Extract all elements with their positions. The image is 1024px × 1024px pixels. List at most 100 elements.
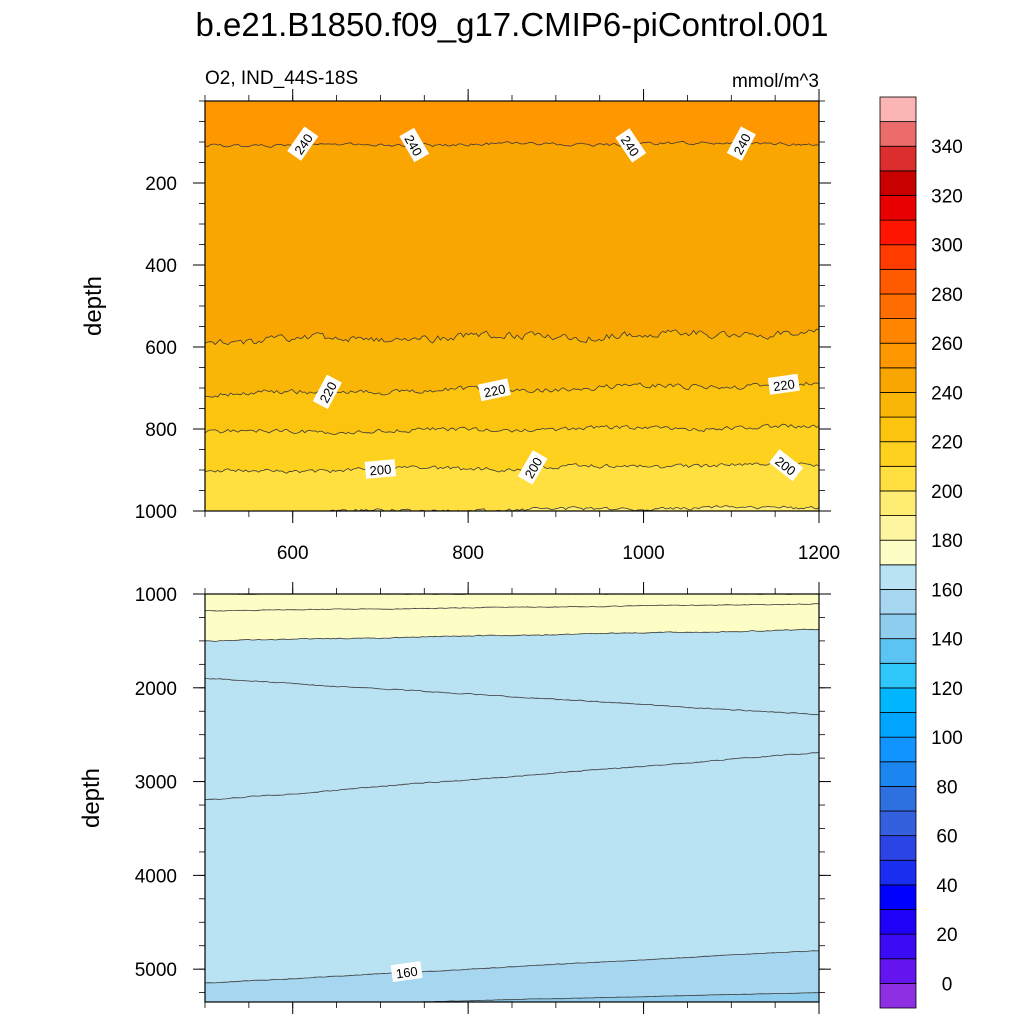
contour-band: [319, 505, 819, 511]
contour-line: [205, 752, 819, 801]
contour-line: [205, 423, 819, 436]
y-tick-label: 1000: [135, 502, 177, 523]
colorbar-box: [879, 441, 917, 467]
colorbar-box: [879, 96, 917, 123]
colorbar-box: [879, 909, 917, 935]
colorbar-box: [879, 736, 917, 763]
colorbar-tick-label: 80: [936, 777, 957, 798]
contour-line: [205, 328, 819, 346]
colorbar-tick-label: 300: [931, 236, 963, 257]
bottom-panel: 160 1000 2000 3000 4000 5000 depth: [78, 582, 831, 1014]
colorbar-box: [879, 761, 917, 787]
top-ylabel: depth: [80, 276, 107, 336]
variable-label: O2, IND_44S-18S: [205, 68, 358, 89]
colorbar: 0 20 40 60 80 100 120 140 160 180 200 220 240 260 280 3…: [879, 96, 963, 1009]
colorbar-tick-label: 140: [931, 630, 963, 651]
colorbar-box: [879, 268, 917, 295]
colorbar-box: [879, 589, 917, 615]
contour-band: [205, 950, 819, 1002]
colorbar-box: [879, 367, 917, 393]
colorbar-tick-label: 100: [931, 728, 963, 749]
colorbar-tick-label: 60: [936, 827, 957, 848]
contour-line: [205, 950, 819, 984]
colorbar-box: [879, 613, 917, 640]
colorbar-box: [879, 687, 917, 713]
contour-label-text: 220: [772, 376, 796, 394]
colorbar-box: [879, 145, 917, 172]
y-tick-label: 400: [145, 256, 177, 277]
contour-band: [205, 752, 819, 1002]
colorbar-box: [879, 958, 917, 984]
bottom-ylabel: depth: [78, 768, 105, 828]
colorbar-box: [879, 564, 917, 590]
contour-label: 220: [767, 373, 800, 395]
colorbar-tick-label: 200: [931, 482, 963, 503]
contour-label-text: 220: [482, 381, 506, 400]
contour-label-text: 200: [369, 462, 392, 479]
colorbar-tick-label: 120: [931, 679, 963, 700]
y-tick-label: 800: [145, 420, 177, 441]
colorbar-box: [879, 293, 917, 319]
contour-line: [205, 628, 819, 642]
x-tick-label: 1200: [798, 543, 840, 564]
colorbar-box: [879, 195, 917, 221]
colorbar-tick-label: 280: [931, 285, 963, 306]
colorbar-tick-label: 20: [936, 925, 957, 946]
contour-line: [205, 677, 819, 716]
colorbar-box: [879, 392, 917, 418]
contour-label: 220: [477, 378, 511, 402]
colorbar-box: [879, 416, 917, 443]
colorbar-box: [879, 244, 917, 270]
y-tick-label: 200: [145, 174, 177, 195]
colorbar-tick-label: 40: [936, 876, 957, 897]
x-tick-label: 800: [452, 543, 484, 564]
contour-band: [205, 462, 819, 511]
colorbar-box: [879, 342, 917, 369]
colorbar-box: [879, 933, 917, 960]
colorbar-box: [879, 318, 917, 344]
colorbar-box: [879, 539, 917, 566]
colorbar-tick-label: 260: [931, 334, 963, 355]
y-tick-label: 3000: [135, 773, 177, 794]
colorbar-box: [879, 515, 917, 541]
y-tick-label: 5000: [135, 960, 177, 981]
contour-label: 200: [364, 459, 397, 479]
colorbar-box: [879, 712, 917, 738]
colorbar-box: [879, 662, 917, 689]
colorbar-tick-label: 180: [931, 531, 963, 552]
colorbar-box: [879, 170, 917, 196]
colorbar-tick-label: 220: [931, 433, 963, 454]
colorbar-tick-label: 240: [931, 383, 963, 404]
colorbar-box: [879, 121, 917, 147]
y-tick-label: 1000: [135, 585, 177, 606]
colorbar-tick-label: 160: [931, 580, 963, 601]
contour-line: [205, 461, 819, 474]
x-tick-label: 1000: [622, 543, 664, 564]
colorbar-box: [879, 638, 917, 664]
x-tick-label: 600: [277, 543, 309, 564]
chart-title: b.e21.B1850.f09_g17.CMIP6-piControl.001: [196, 6, 829, 43]
colorbar-box: [879, 786, 917, 812]
contour-label: 160: [390, 961, 423, 983]
y-tick-label: 2000: [135, 679, 177, 700]
colorbar-box: [879, 465, 917, 492]
colorbar-box: [879, 219, 917, 246]
colorbar-box: [879, 884, 917, 910]
contour-label-text: 160: [395, 964, 419, 982]
colorbar-box: [879, 810, 917, 837]
colorbar-tick-label: 340: [931, 137, 963, 158]
contour-line: [205, 381, 819, 398]
colorbar-tick-label: 320: [931, 186, 963, 207]
colorbar-box: [879, 859, 917, 886]
contour-line: [205, 603, 819, 612]
units-label: mmol/m^3: [732, 71, 819, 92]
colorbar-box: [879, 982, 917, 1009]
y-tick-label: 600: [145, 338, 177, 359]
y-tick-label: 4000: [135, 866, 177, 887]
contour-line: [385, 992, 819, 1002]
colorbar-box: [879, 835, 917, 861]
colorbar-box: [879, 490, 917, 516]
colorbar-tick-label: 0: [942, 974, 953, 995]
